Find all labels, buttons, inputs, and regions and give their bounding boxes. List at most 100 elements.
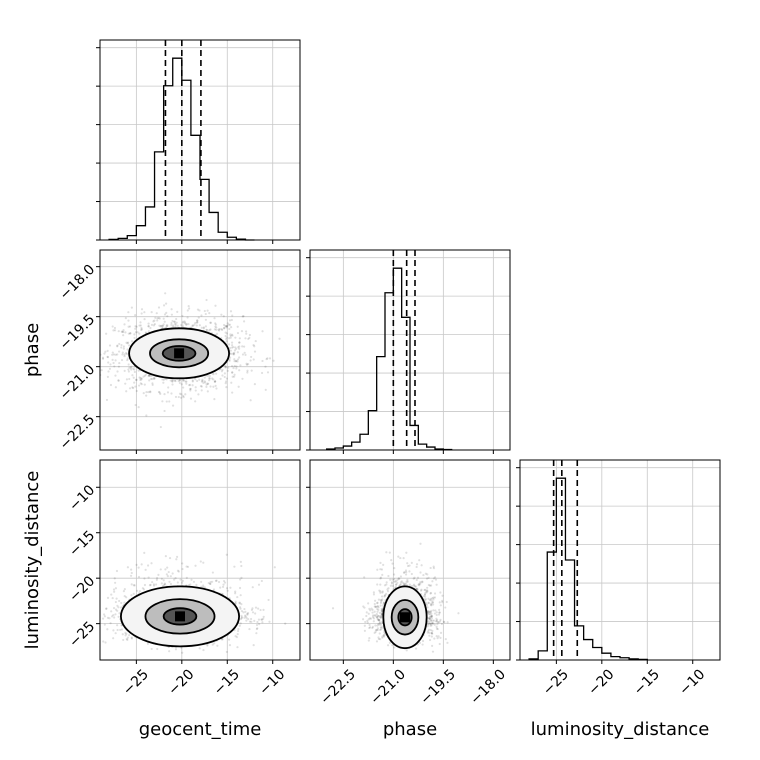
sample-point — [148, 374, 152, 377]
sample-point — [169, 379, 172, 382]
sample-point — [127, 370, 130, 373]
sample-point — [213, 380, 216, 383]
sample-point — [230, 318, 233, 322]
sample-point — [177, 395, 180, 399]
sample-point — [125, 351, 128, 355]
sample-point — [238, 606, 242, 609]
sample-point — [199, 560, 202, 563]
sample-point — [428, 617, 431, 620]
sample-point — [204, 381, 207, 384]
sample-point — [215, 328, 218, 331]
sample-point — [427, 601, 430, 604]
sample-point — [209, 580, 212, 584]
sample-point — [401, 581, 405, 584]
sample-point — [138, 590, 142, 593]
sample-point — [134, 403, 137, 407]
sample-point — [202, 561, 205, 564]
density-panel-geocent_time-luminosity_distance — [96, 459, 301, 664]
sample-point — [363, 624, 366, 627]
sample-point — [373, 614, 376, 617]
sample-point — [433, 592, 437, 595]
sample-point — [368, 607, 371, 610]
sample-point — [431, 621, 434, 624]
sample-point — [379, 616, 383, 619]
sample-point — [247, 337, 250, 341]
sample-point — [162, 304, 166, 307]
sample-point — [150, 323, 154, 326]
sample-point — [226, 369, 229, 372]
sample-point — [235, 367, 238, 370]
panel-frame — [99, 249, 301, 451]
sample-point — [244, 614, 247, 617]
sample-point — [83, 345, 85, 347]
sample-point — [165, 400, 168, 403]
sample-point — [429, 597, 433, 601]
sample-point — [244, 337, 247, 340]
sample-point — [111, 358, 114, 361]
sample-point — [107, 361, 110, 364]
sample-point — [229, 334, 232, 338]
sample-point — [441, 594, 444, 597]
sample-point — [432, 619, 436, 622]
density-content — [83, 292, 281, 429]
sample-point — [127, 332, 130, 335]
sample-point — [143, 583, 147, 587]
sample-point — [425, 577, 429, 580]
sample-point — [126, 348, 129, 351]
sample-point — [140, 326, 143, 330]
density-content — [100, 551, 287, 654]
sample-point — [116, 609, 119, 612]
sample-point — [222, 323, 226, 327]
sample-point — [203, 380, 206, 383]
sample-point — [380, 607, 383, 610]
sample-point — [117, 330, 120, 333]
sample-point — [254, 339, 257, 343]
sample-point — [114, 587, 118, 590]
sample-point — [213, 398, 216, 401]
sample-point — [101, 356, 105, 359]
sample-point — [427, 621, 431, 624]
sample-point — [108, 344, 112, 347]
sample-point — [182, 379, 186, 382]
sample-point — [439, 618, 442, 621]
sample-point — [172, 324, 175, 327]
sample-point — [429, 611, 432, 614]
sample-point — [207, 382, 210, 385]
sample-point — [228, 359, 231, 362]
sample-point — [238, 341, 241, 344]
sample-point — [245, 362, 248, 365]
sample-point — [177, 570, 180, 573]
sample-point — [112, 361, 115, 365]
sample-point — [376, 610, 379, 613]
sample-point — [197, 393, 200, 396]
sample-point — [196, 308, 200, 311]
sample-point — [378, 621, 382, 624]
sample-point — [233, 360, 236, 363]
sample-point — [214, 322, 217, 325]
sample-point — [129, 332, 132, 335]
sample-point — [239, 560, 242, 563]
y-axis-label-luminosity_distance: luminosity_distance — [22, 471, 43, 650]
sample-point — [404, 582, 408, 585]
sample-point — [386, 644, 390, 647]
sample-point — [430, 622, 433, 626]
sample-point — [426, 625, 429, 628]
sample-point — [180, 383, 183, 386]
sample-point — [170, 323, 173, 326]
sample-point — [428, 617, 431, 620]
sample-point — [242, 315, 245, 318]
x-tick-label-geocent_time: −20 — [165, 666, 197, 698]
sample-point — [425, 591, 428, 594]
sample-point — [446, 621, 449, 624]
sample-point — [112, 329, 115, 332]
sample-point — [225, 553, 228, 556]
sample-point — [225, 324, 229, 327]
sample-point — [140, 377, 143, 380]
sample-point — [170, 392, 173, 395]
sample-point — [208, 374, 211, 378]
sample-point — [148, 374, 151, 377]
sample-point — [135, 389, 138, 393]
x-tick-label-phase: −22.5 — [317, 666, 359, 708]
sample-point — [430, 624, 433, 627]
sample-point — [444, 638, 447, 641]
